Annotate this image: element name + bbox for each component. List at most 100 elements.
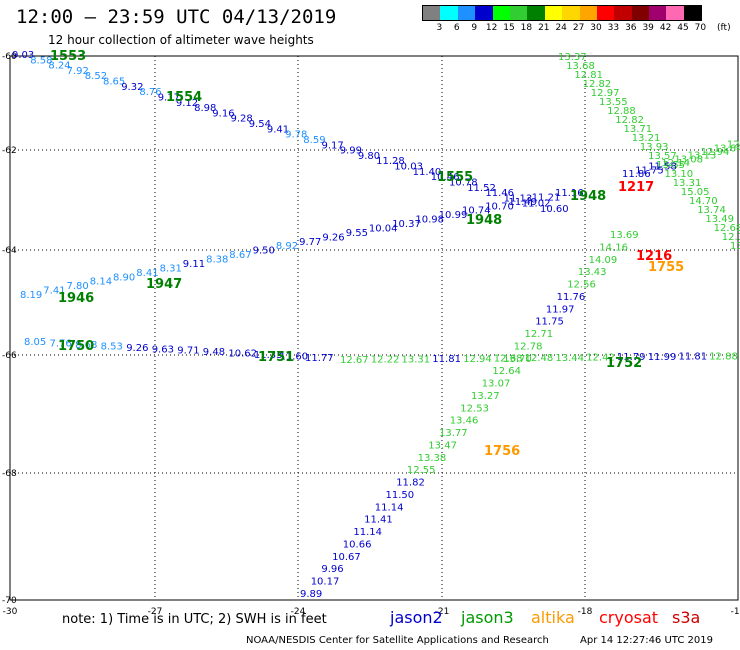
wave-height-label: 9.48: [203, 347, 225, 358]
legend-swatch: [596, 6, 615, 20]
legend-label: 39: [642, 23, 654, 33]
time-label: 1946: [58, 291, 94, 306]
wave-height-label: 11.99: [648, 352, 677, 363]
wave-height-label: 7.76: [50, 339, 72, 350]
legend-label: 45: [677, 23, 689, 33]
wave-height-label: 9.26: [126, 343, 148, 354]
wave-height-label: 8.41: [136, 268, 158, 279]
wave-height-label: 9.78: [285, 130, 307, 141]
legend-label: 42: [659, 23, 672, 33]
wave-height-label: 13.77: [439, 428, 468, 439]
wave-height-label: 13.47: [428, 440, 457, 451]
time-label: 1216: [636, 249, 672, 264]
wave-height-label: 13.10: [665, 169, 694, 180]
legend-swatch: [475, 6, 493, 20]
wave-height-label: 8.92: [276, 241, 298, 252]
legend-swatch: [614, 6, 632, 20]
legend-label: 9: [471, 23, 478, 33]
wave-height-label: 13.93: [640, 142, 669, 153]
track-labels: 9.038.588.247.928.528.659.328.769.179.12…: [12, 50, 740, 600]
legend-label: 70: [694, 23, 707, 33]
wave-height-label: 12.67: [340, 355, 369, 366]
wave-height-label: 9.11: [183, 259, 205, 270]
time-label: 1948: [466, 213, 502, 228]
wave-height-label: 9.12: [176, 98, 198, 109]
lon-label: -27: [148, 607, 163, 617]
wave-height-label: 13.52: [730, 241, 740, 252]
wave-height-label: 11.79: [617, 352, 646, 363]
wave-height-label: 12.9: [727, 140, 740, 151]
timestamp-text: Apr 14 12:27:46 UTC 2019: [580, 635, 713, 646]
time-label: 1553: [50, 49, 86, 64]
wave-height-label: 8.59: [303, 135, 325, 146]
wave-height-label: 11.40: [413, 167, 442, 178]
wave-height-label: 13.38: [418, 453, 447, 464]
legend-labels: 3 6 9 12 15 18 21 24 27 30 33 36 39 42 45 70 (ft): [422, 23, 731, 35]
lon-label: -15: [731, 607, 740, 617]
wave-height-label: 11.14: [353, 527, 382, 538]
footer-note: note: 1) Time is in UTC; 2) SWH is in fe…: [62, 612, 327, 627]
time-labels: 1553 1554 1555 1946 1947 1948 1948 1750 1751 1752…: [50, 49, 684, 459]
wave-height-label: 12.56: [567, 280, 596, 291]
wave-height-label: 14.16: [599, 242, 628, 253]
wave-height-label: 7.92: [67, 66, 89, 77]
wave-height-label: 9.17: [322, 140, 344, 151]
page-subtitle: 12 hour collection of altimeter wave hei…: [48, 33, 314, 47]
wave-height-label: 12.94: [463, 354, 492, 365]
wave-height-label: 11.46: [485, 188, 514, 199]
wave-height-label: 13.49: [705, 214, 734, 225]
grid-lines: [10, 56, 738, 600]
wave-height-label: 11.75: [535, 317, 564, 328]
satellite-name: cryosat: [599, 608, 659, 627]
wave-height-label: 9.99: [340, 146, 362, 157]
wave-height-label: 12.82: [583, 79, 612, 90]
wave-height-label: 9.55: [346, 228, 368, 239]
lat-label: -60: [2, 52, 17, 62]
legend-swatch: [579, 6, 597, 20]
time-label: 1948: [570, 189, 606, 204]
legend-label: 36: [625, 23, 637, 33]
wave-height-label: 12.78: [514, 341, 543, 352]
wave-height-label: 12.55: [407, 465, 436, 476]
wave-height-label: 12.71: [525, 329, 554, 340]
legend-label: 12: [485, 23, 498, 33]
wave-height-label: 13.43: [578, 267, 607, 278]
wave-height-label: 13.44: [555, 353, 584, 364]
wave-height-label: 13.55: [656, 160, 685, 171]
lon-label: -30: [3, 607, 18, 617]
wave-height-label: 10.78: [449, 177, 478, 188]
wave-height-label: 8.65: [103, 77, 125, 88]
wave-height-label: 8.19: [20, 290, 42, 301]
lon-label: -18: [578, 607, 593, 617]
wave-height-label: 13.08: [674, 154, 703, 165]
wave-height-label: 11.75: [635, 165, 664, 176]
time-label: 1752: [606, 356, 642, 371]
wave-height-label: 8.38: [206, 255, 228, 266]
legend-label: 18: [520, 23, 533, 33]
legend-swatch: [631, 6, 650, 20]
wave-height-label: 9.32: [121, 82, 143, 93]
lat-label: -66: [2, 351, 17, 361]
wave-height-label: 11.28: [376, 156, 405, 167]
wave-height-label: 10.03: [394, 162, 423, 173]
wave-height-label: 10.46: [431, 172, 460, 183]
wave-height-label: 8.76: [139, 87, 161, 98]
time-label: 1756: [484, 444, 520, 459]
page-title: 12:00 — 23:59 UTC 04/13/2019: [16, 6, 337, 28]
wave-height-label: 10.98: [415, 215, 444, 226]
legend-label: 33: [607, 23, 620, 33]
time-label: 1554: [166, 90, 202, 105]
legend-swatch: [544, 6, 563, 20]
wave-height-label: 9.26: [322, 232, 344, 243]
wave-height-label: 11.81: [679, 352, 708, 363]
wave-height-label: 11.50: [386, 490, 415, 501]
wave-height-label: 8.67: [229, 250, 251, 261]
wave-height-label: 7.41: [43, 286, 65, 297]
wave-height-label: 12.88: [607, 106, 636, 117]
wave-height-label: 15.05: [681, 187, 710, 198]
wave-height-label: 11.16: [555, 188, 584, 199]
wave-height-label: 13.13: [688, 151, 717, 162]
wave-height-label: 11.81: [432, 354, 461, 365]
time-label: 1755: [648, 260, 684, 275]
